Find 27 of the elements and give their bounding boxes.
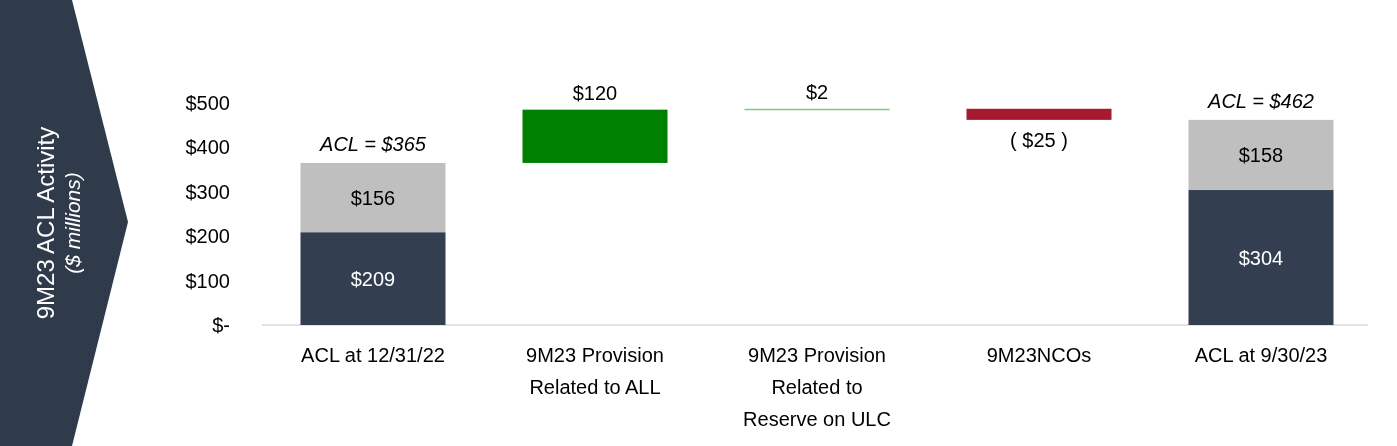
x-tick-label: 9M23 Provision Related to Reserve on ULC — [743, 344, 891, 430]
x-tick-label: ACL at 9/30/23 — [1194, 344, 1328, 366]
data-label: $158 — [1238, 143, 1284, 166]
total-label: ACL = $462 — [1207, 89, 1314, 112]
x-tick-label: ACL at 12/31/22 — [301, 344, 445, 366]
data-label: ( $25 ) — [1010, 128, 1068, 151]
bar — [1188, 119, 1334, 191]
bar — [522, 109, 668, 163]
data-label: $2 — [805, 80, 829, 103]
bar — [1188, 190, 1334, 325]
y-axis-title: 9M23 ACL Activity ($ millions) — [32, 126, 84, 320]
x-tick-label: 9M23NCOs — [986, 344, 1092, 366]
total-label: ACL = $365 — [319, 132, 427, 155]
y-tick-label: $200 — [185, 225, 230, 248]
data-label: $156 — [350, 186, 396, 209]
y-tick-label: $500 — [185, 92, 230, 114]
bar — [300, 162, 446, 233]
x-tick-label: 9M23 Provision Related to ALL — [526, 344, 664, 398]
data-label: $209 — [350, 267, 396, 290]
y-tick-label: $100 — [185, 269, 230, 292]
data-label: $304 — [1238, 246, 1284, 269]
y-tick-label: $400 — [185, 136, 230, 159]
bar — [966, 108, 1112, 120]
y-tick-label: $300 — [185, 180, 230, 203]
y-tick-label: $- — [212, 314, 230, 336]
data-label: $120 — [572, 81, 618, 104]
bar — [300, 232, 446, 325]
